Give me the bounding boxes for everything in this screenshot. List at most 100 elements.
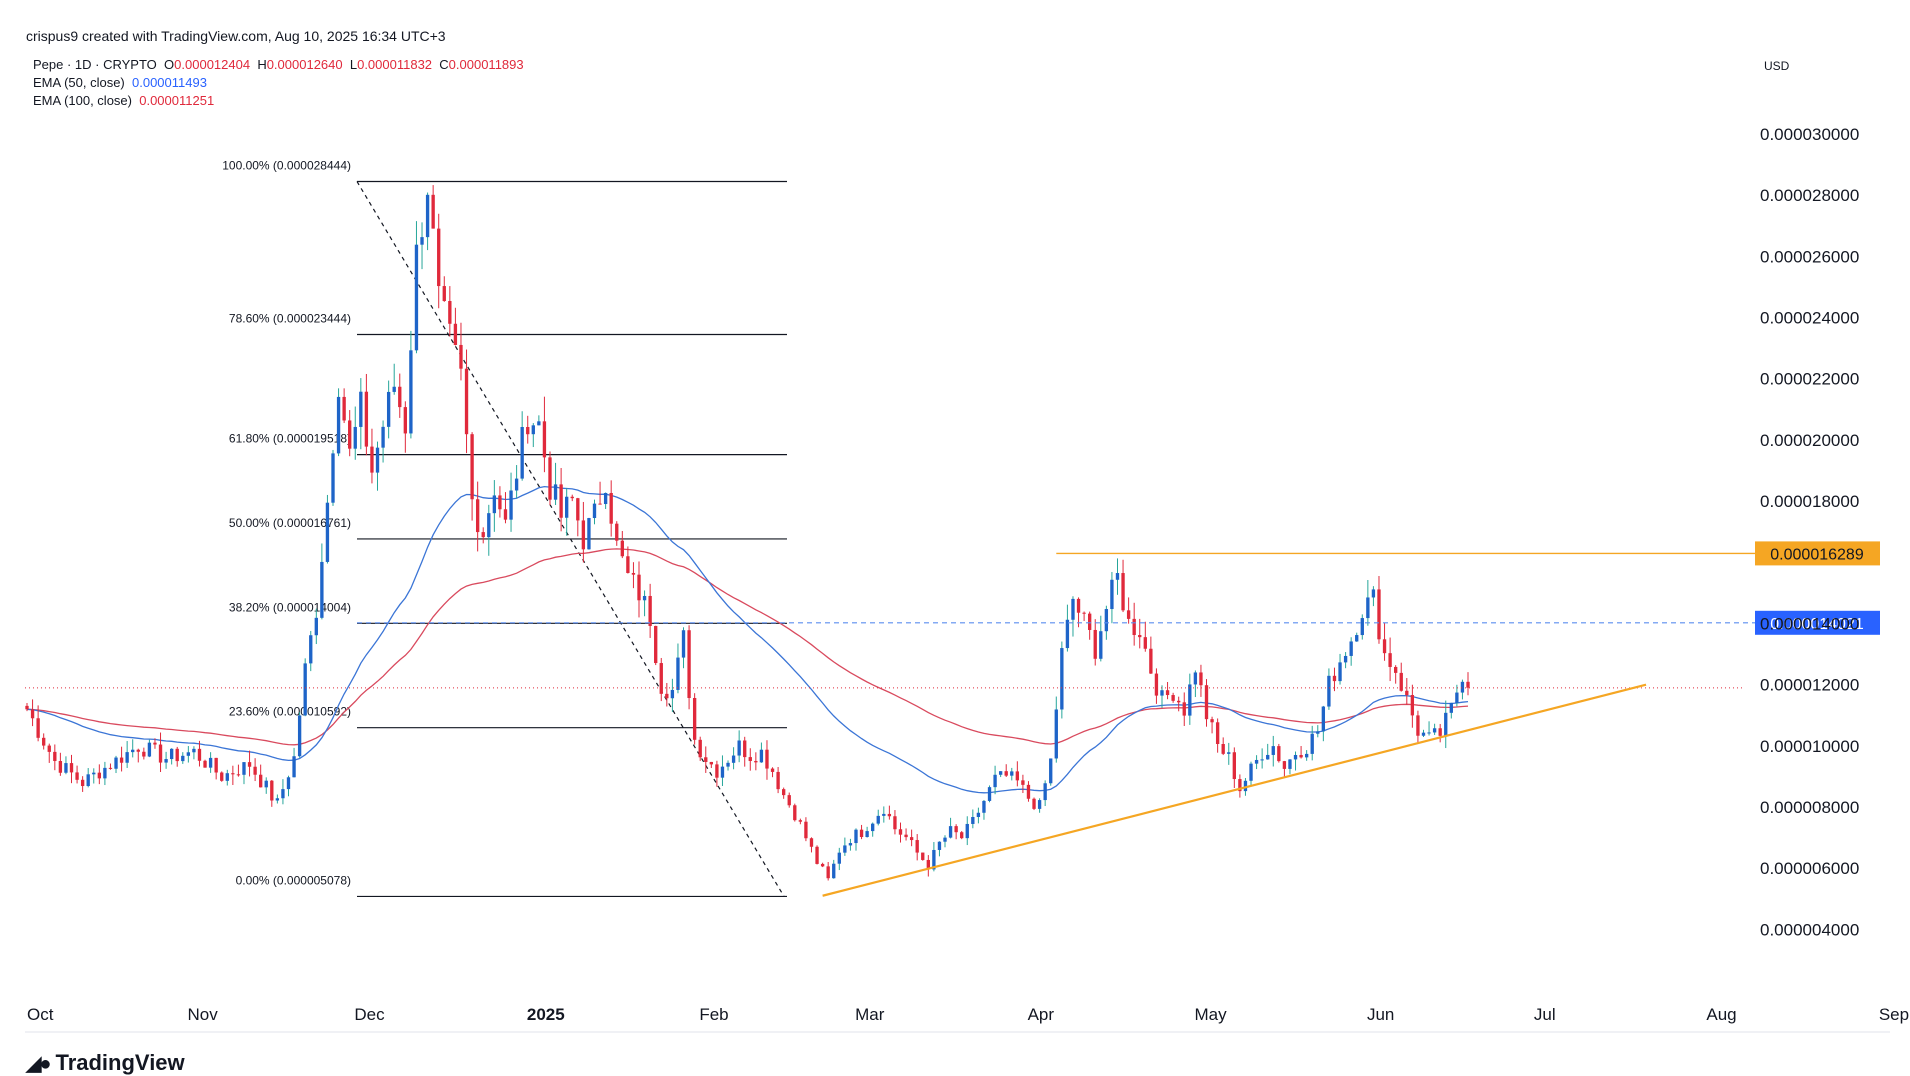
candle-body <box>203 760 207 768</box>
candle <box>948 817 953 839</box>
candle <box>737 730 741 763</box>
candle-body <box>47 745 51 752</box>
candle-body <box>520 426 524 479</box>
candle <box>281 779 285 805</box>
fib-level-label: 23.60% (0.000010592) <box>229 705 351 719</box>
candle <box>976 807 981 824</box>
candle-body <box>370 446 374 473</box>
candle <box>453 307 458 346</box>
candle-body <box>1449 702 1453 713</box>
candle <box>25 702 29 712</box>
ema100-value: 0.000011251 <box>139 93 215 108</box>
candle-body <box>498 495 502 510</box>
currency-label: USD <box>1764 59 1790 73</box>
candle <box>715 760 719 787</box>
candle-body <box>30 709 35 719</box>
candle-body <box>915 840 919 853</box>
candle-body <box>1199 672 1203 686</box>
candle-body <box>1032 798 1036 809</box>
candle-body <box>893 816 897 830</box>
candle-body <box>131 749 135 753</box>
candle-body <box>487 513 491 538</box>
candle-body <box>1121 573 1125 611</box>
candle-body <box>1260 759 1264 761</box>
candle <box>537 415 541 426</box>
candle-body <box>292 756 296 778</box>
candle-body <box>1410 695 1415 716</box>
candle <box>854 828 858 851</box>
candle <box>759 742 764 763</box>
tradingview-logo[interactable]: ◢● TradingView <box>26 1050 185 1076</box>
candle-body <box>843 845 847 853</box>
candle-body <box>932 849 936 870</box>
candle-body <box>648 595 652 626</box>
candle <box>960 831 964 840</box>
x-axis-tick-label: Sep <box>1879 1005 1909 1024</box>
candle <box>275 794 280 804</box>
y-axis-tick-label: 0.000020000 <box>1760 431 1859 450</box>
ema50-value: 0.000011493 <box>132 75 207 90</box>
candle-body <box>119 757 124 763</box>
level-price-label: 0.000014021 <box>1770 616 1864 633</box>
candle <box>1004 764 1008 778</box>
tradingview-logo-icon: ◢● <box>26 1052 52 1075</box>
candle-body <box>58 761 63 773</box>
ema100-row[interactable]: EMA (100, close) 0.000011251 <box>33 92 524 110</box>
y-axis-tick-label: 0.000006000 <box>1760 859 1859 878</box>
candle <box>359 378 363 450</box>
drawing-overlays[interactable]: 0.000016289 0.000014021 <box>25 541 1880 897</box>
candle-body <box>314 617 318 636</box>
candle-body <box>386 391 391 427</box>
candle-body <box>1355 635 1359 642</box>
ema50-line <box>26 485 1469 794</box>
candle <box>654 625 658 666</box>
candle-body <box>1299 754 1303 758</box>
candle-body <box>832 863 836 879</box>
candle <box>220 771 224 782</box>
x-axis-tick-label: May <box>1195 1005 1228 1024</box>
candle <box>815 845 819 865</box>
candle-body <box>359 391 363 427</box>
candle-body <box>826 866 830 879</box>
candle <box>542 396 547 473</box>
candle-body <box>1160 690 1164 696</box>
candle-body <box>581 520 586 550</box>
candle <box>270 780 274 807</box>
candle <box>620 530 624 559</box>
candle <box>1199 664 1203 697</box>
candle <box>186 746 191 763</box>
candle <box>1304 750 1309 761</box>
candle <box>971 809 975 829</box>
candle <box>142 747 146 760</box>
candle <box>125 741 129 768</box>
fibonacci-retracement[interactable]: 100.00% (0.000028444) 78.60% (0.000023444… <box>222 159 787 898</box>
candle <box>1382 622 1387 661</box>
level-price-tag <box>1755 610 1880 635</box>
candle <box>242 762 246 785</box>
candle <box>47 743 51 763</box>
candle-body <box>1227 752 1231 754</box>
candle <box>1399 662 1403 692</box>
candle <box>1366 580 1370 626</box>
candle-body <box>259 774 263 788</box>
candle <box>553 462 558 505</box>
candle-body <box>587 518 591 550</box>
candle <box>392 363 396 395</box>
candle-body <box>1165 690 1170 696</box>
candle-body <box>1460 681 1465 693</box>
candle <box>64 756 68 775</box>
candle-body <box>865 831 869 838</box>
candle-body <box>665 693 669 699</box>
candle <box>1043 780 1047 807</box>
candle <box>403 401 408 453</box>
candle-body <box>1010 771 1014 776</box>
candle <box>459 322 463 381</box>
x-axis-tick-label: Aug <box>1706 1005 1736 1024</box>
candle-body <box>448 300 452 324</box>
candle-body <box>186 752 191 756</box>
candle-body <box>1377 589 1381 640</box>
ema50-row[interactable]: EMA (50, close) 0.000011493 <box>33 74 524 92</box>
candle <box>592 499 597 525</box>
candle <box>837 847 841 871</box>
